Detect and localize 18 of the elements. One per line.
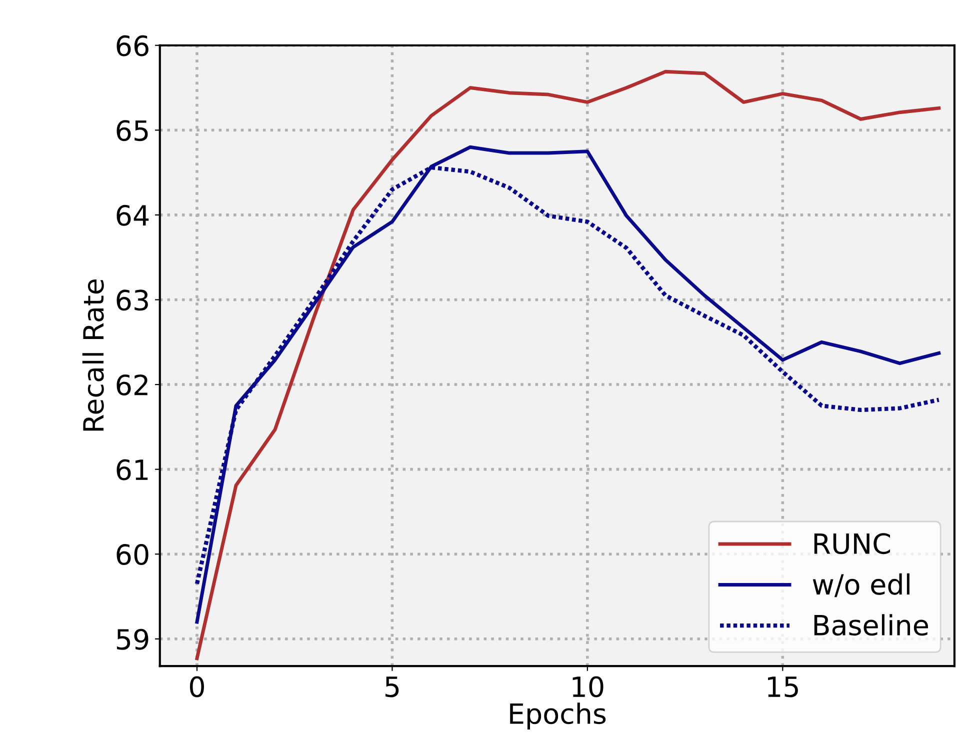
legend-label: RUNC [814,533,890,554]
x-axis-title: Epochs [510,702,606,730]
x-tick-label: 0 [190,676,204,698]
y-tick-label: 62 [116,374,148,396]
y-axis-title: Recall Rate [82,279,104,431]
y-tick-label: 60 [116,544,148,566]
line-series [195,70,941,660]
legend-label: Baseline [814,614,928,636]
y-tick-label: 64 [116,204,149,226]
y-tick-label: 61 [116,459,148,480]
legend-label: w/o edl [812,573,910,598]
x-tick-label: 15 [768,676,798,698]
y-tick-label: 63 [116,290,148,311]
x-tick-label: 5 [386,676,399,698]
y-tick-label: 66 [116,35,148,56]
y-tick-label: 65 [116,120,148,142]
y-tick-label: 59 [116,628,148,650]
x-tick-label: 10 [572,676,604,698]
